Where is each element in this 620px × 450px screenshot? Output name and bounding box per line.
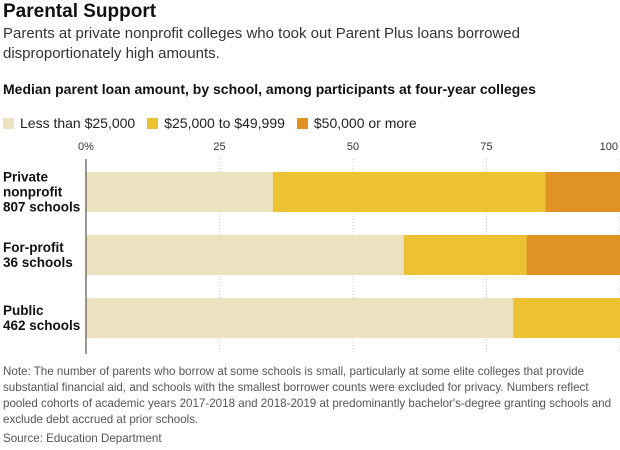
bar-public-25-000-to-49-999 bbox=[513, 298, 620, 338]
chart-title-main: Parental Support bbox=[3, 1, 157, 22]
x-tick-label-0: 0% bbox=[78, 141, 94, 153]
chart-heading: Median parent loan amount, by school, am… bbox=[3, 81, 536, 97]
legend-swatch-low bbox=[3, 117, 14, 129]
legend-item-high: $50,000 or more bbox=[296, 115, 417, 131]
chart-subtitle: Parents at private nonprofit colleges wh… bbox=[3, 25, 520, 62]
x-tick-label-100: 100 bbox=[600, 141, 618, 153]
x-tick-label-75: 75 bbox=[480, 141, 492, 153]
legend-label-mid: $25,000 to $49,999 bbox=[164, 115, 285, 131]
legend-item-mid: $25,000 to $49,999 bbox=[147, 115, 285, 131]
bar-public-less-than-25-000 bbox=[86, 298, 514, 338]
legend: Less than $25,000 $25,000 to $49,999 $50… bbox=[3, 115, 429, 131]
category-label-public: Public bbox=[3, 303, 44, 318]
legend-swatch-high bbox=[296, 117, 308, 129]
legend-swatch-mid bbox=[147, 117, 159, 129]
category-label-for-profit: For-profit bbox=[3, 240, 64, 255]
legend-label-high: $50,000 or more bbox=[313, 115, 417, 131]
category-count-for-profit: 36 schools bbox=[3, 255, 73, 270]
x-tick-label-25: 25 bbox=[213, 141, 225, 153]
category-count-public: 462 schools bbox=[3, 318, 80, 333]
category-label-private-nonprofit: nonprofit bbox=[3, 185, 63, 200]
x-tick-label-50: 50 bbox=[347, 141, 359, 153]
legend-label-low: Less than $25,000 bbox=[20, 115, 136, 131]
legend-item-low: Less than $25,000 bbox=[3, 115, 135, 131]
bar-for-profit-25-000-to-49-999 bbox=[403, 235, 527, 275]
bar-for-profit-50-000-or-more bbox=[526, 235, 620, 275]
bar-private-nonprofit-less-than-25-000 bbox=[86, 172, 273, 212]
category-count-private-nonprofit: 807 schools bbox=[3, 200, 80, 215]
bar-private-nonprofit-50-000-or-more bbox=[545, 172, 620, 212]
chart-note: Note: The number of parents who borrow a… bbox=[3, 365, 612, 426]
category-label-private-nonprofit: Private bbox=[3, 170, 49, 185]
bar-for-profit-less-than-25-000 bbox=[86, 235, 404, 275]
chart-source: Source: Education Department bbox=[3, 432, 162, 445]
bar-private-nonprofit-25-000-to-49-999 bbox=[272, 172, 546, 212]
